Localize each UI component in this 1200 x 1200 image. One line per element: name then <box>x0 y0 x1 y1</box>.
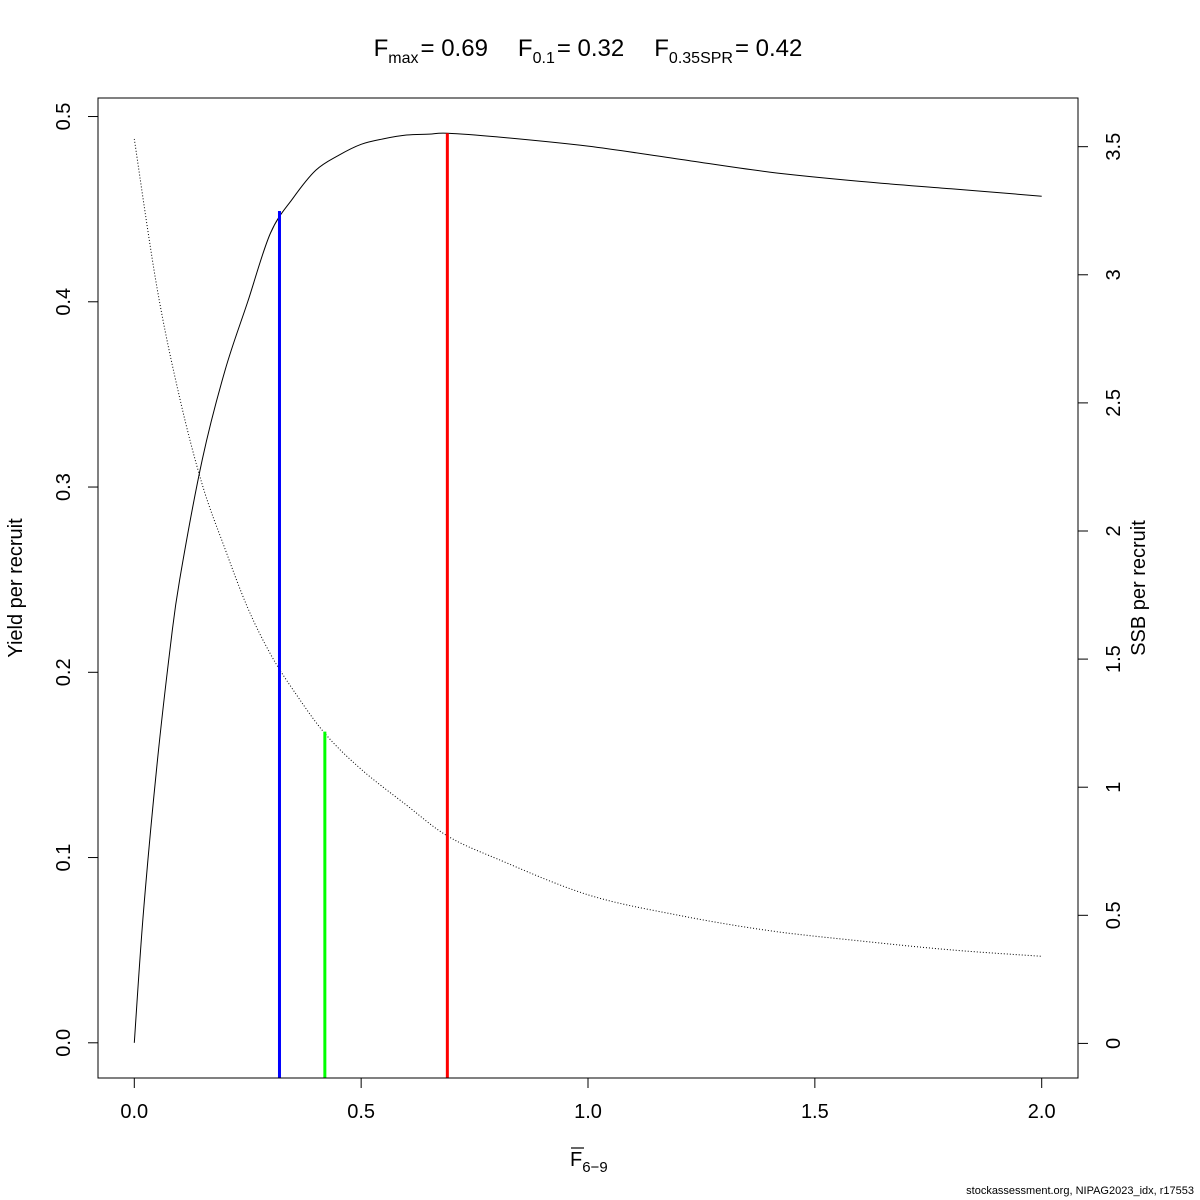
y-right-tick-label-6: 3 <box>1103 269 1125 280</box>
x-tick-label-0: 0.0 <box>120 1101 148 1123</box>
ssb-per-recruit-line <box>133 138 1042 957</box>
left-y-axis-ticks: 0.0 0.1 0.2 0.3 0.4 0.5 <box>53 103 98 1057</box>
y-left-tick-label-3: 0.3 <box>53 473 75 501</box>
yield-per-recruit-line <box>133 132 1042 1043</box>
series-group <box>133 132 1042 1043</box>
x-tick-label-2: 1.0 <box>574 1101 602 1123</box>
left-y-axis-title: Yield per recruit <box>5 518 27 658</box>
y-right-tick-label-3: 1.5 <box>1103 645 1125 673</box>
y-left-tick-label-5: 0.5 <box>53 103 75 131</box>
x-tick-label-3: 1.5 <box>801 1101 829 1123</box>
x-tick-label-1: 0.5 <box>347 1101 375 1123</box>
y-right-tick-label-1: 0.5 <box>1103 901 1125 929</box>
plot-frame <box>97 97 1079 1079</box>
x-tick-label-4: 2.0 <box>1028 1101 1056 1123</box>
reference-lines <box>277 133 449 1078</box>
y-right-tick-label-4: 2 <box>1103 525 1125 536</box>
y-right-tick-label-7: 3.5 <box>1103 133 1125 161</box>
y-left-tick-label-2: 0.2 <box>53 658 75 686</box>
y-right-tick-label-0: 0 <box>1103 1038 1125 1049</box>
right-y-axis-title: SSB per recruit <box>1128 520 1150 656</box>
x-axis-ticks: 0.0 0.5 1.0 1.5 2.0 <box>120 1078 1056 1123</box>
x-axis-title: F6−9 <box>570 1149 608 1176</box>
y-right-tick-label-5: 2.5 <box>1103 389 1125 417</box>
footer-credit: stockassessment.org, NIPAG2023_idx, r175… <box>966 1185 1194 1197</box>
chart-title: Fmax= 0.69 F0.1= 0.32 F0.35SPR= 0.42 <box>374 35 803 67</box>
y-left-tick-label-4: 0.4 <box>53 288 75 316</box>
y-left-tick-label-0: 0.0 <box>53 1029 75 1057</box>
right-y-axis-ticks: 0 0.5 1 1.5 2 2.5 3 3.5 <box>1078 133 1125 1049</box>
y-right-tick-label-2: 1 <box>1103 782 1125 793</box>
y-left-tick-label-1: 0.1 <box>53 844 75 872</box>
